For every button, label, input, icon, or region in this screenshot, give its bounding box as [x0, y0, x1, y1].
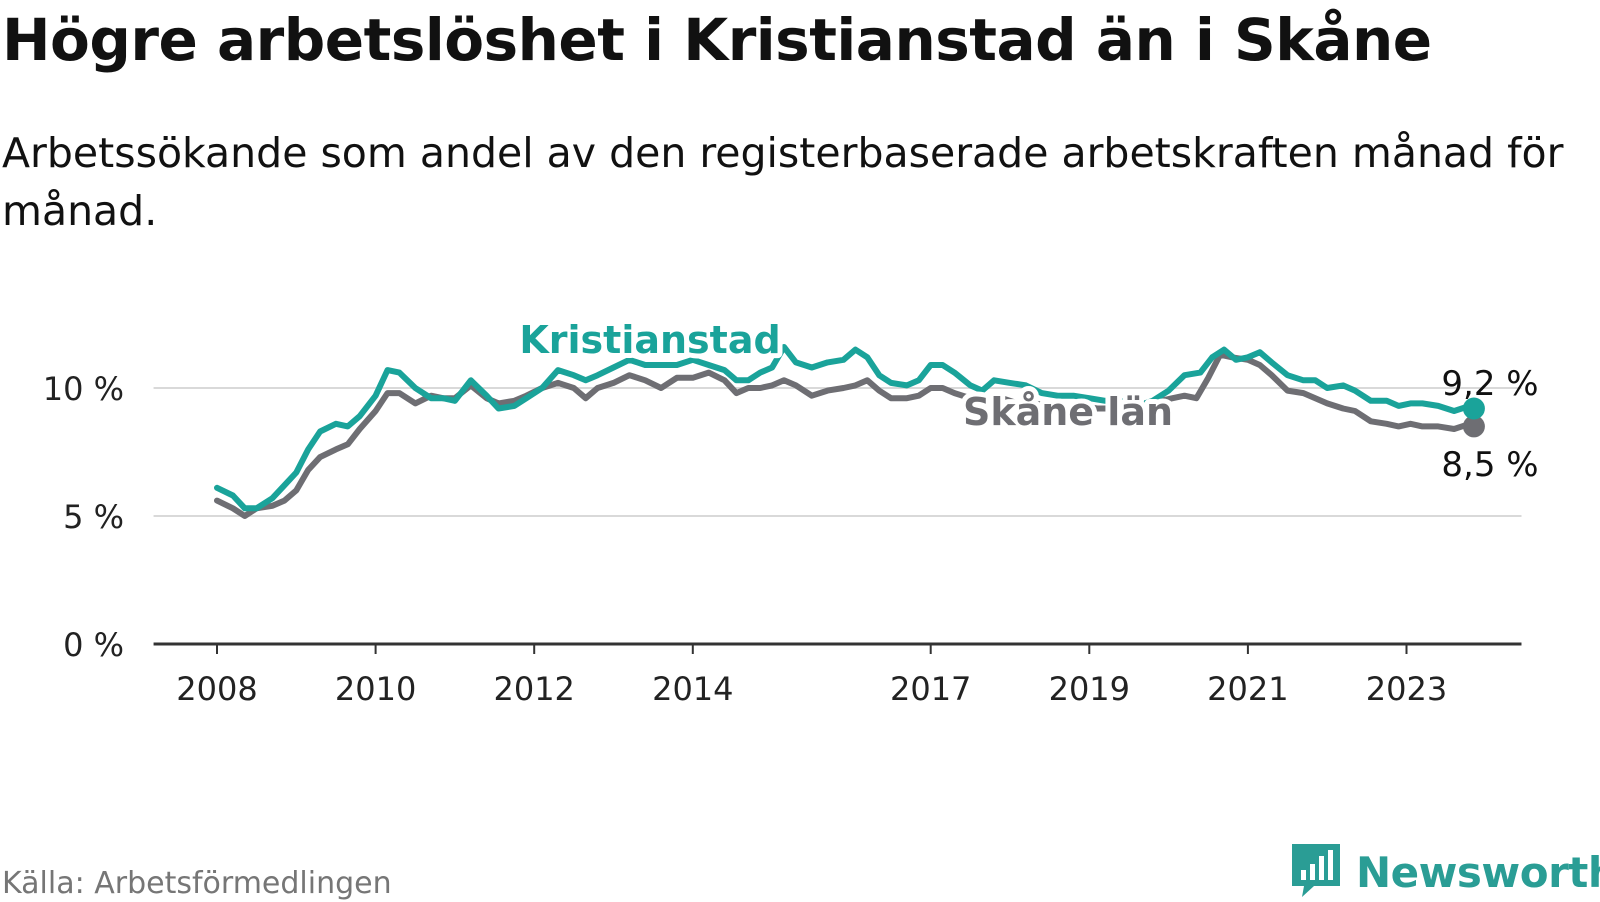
end-point-kristianstad: [1462, 397, 1485, 420]
x-tick-label: 2017: [890, 670, 971, 708]
y-tick-label: 10 %: [43, 370, 124, 408]
x-tick-label: 2012: [493, 670, 574, 708]
series-line-kristianstad: [214, 344, 1477, 512]
x-axis-ticks: [216, 644, 1408, 654]
series-label-kristianstad: Kristianstad: [519, 318, 780, 362]
end-value-kristianstad: 9,2 %: [1441, 364, 1538, 404]
brand-name: Newsworthy: [1356, 847, 1600, 897]
series-label-skane: Skåne län: [963, 390, 1173, 434]
y-tick-label: 0 %: [63, 626, 124, 664]
end-point-skane: [1462, 415, 1485, 438]
series-line-skane: [214, 351, 1477, 519]
x-tick-label: 2021: [1207, 670, 1288, 708]
x-tick-label: 2019: [1049, 670, 1130, 708]
y-axis-tick-labels: 0 % 5 % 10 %: [43, 370, 124, 664]
x-tick-label: 2023: [1366, 670, 1447, 708]
x-tick-label: 2014: [652, 670, 733, 708]
end-value-skane: 8,5 %: [1441, 445, 1538, 485]
x-tick-label: 2008: [176, 670, 257, 708]
chart-subtitle: Arbetssökande som andel av den registerb…: [2, 129, 1564, 235]
source-note: Källa: Arbetsförmedlingen: [2, 866, 392, 901]
x-tick-label: 2010: [335, 670, 416, 708]
chart-title: Högre arbetslöshet i Kristianstad än i S…: [2, 6, 1432, 74]
line-chart: 0 % 5 % 10 % 2008 2010 2012 2014 2017 20…: [42, 318, 1539, 708]
brand: Newsworthy: [1290, 842, 1600, 902]
x-axis-tick-labels: 2008 2010 2012 2014 2017 2019 2021 2023: [176, 670, 1447, 708]
newsworthy-logo-icon: [1290, 842, 1342, 902]
y-tick-label: 5 %: [63, 498, 124, 536]
